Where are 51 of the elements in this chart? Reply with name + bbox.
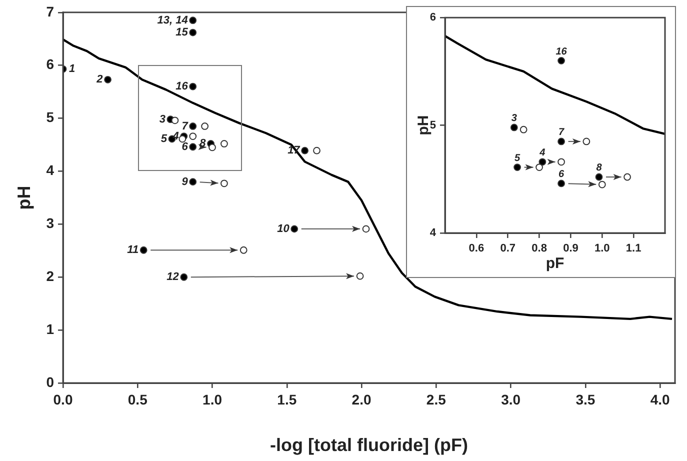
annotation: 9: [182, 176, 189, 188]
annotation: 16: [556, 46, 568, 58]
x-tick-label: 1.5: [277, 391, 297, 408]
y-tick-label: 1: [46, 320, 54, 337]
y-tick-label: 6: [430, 12, 436, 24]
x-tick-label: 0.0: [53, 391, 73, 408]
x-tick-label: 2.0: [352, 391, 372, 408]
annotation: 4: [538, 148, 546, 159]
y-tick-label: 5: [430, 119, 436, 132]
x-tick-label: 0.8: [532, 242, 547, 255]
x-tick-label: 0.6: [468, 242, 484, 255]
x-axis-title: pF: [546, 255, 564, 272]
y-tick-label: 0: [46, 374, 54, 390]
x-tick-label: 1.1: [626, 242, 642, 255]
annotation: 3: [159, 113, 166, 126]
x-tick-label: 1.0: [202, 391, 222, 408]
annotation: 6: [558, 169, 565, 180]
annotation: 8: [596, 162, 602, 174]
y-axis-title: pH: [415, 115, 432, 136]
annotation: 4: [172, 130, 179, 142]
annotation: 12: [166, 271, 179, 284]
annotation: 7: [558, 127, 565, 138]
annotation: 6: [182, 140, 189, 153]
annotation: 7: [182, 120, 189, 132]
y-tick-label: 7: [46, 3, 54, 20]
x-tick-label: 0.7: [500, 242, 516, 255]
annotation: 3: [511, 113, 518, 124]
y-tick-label: 5: [46, 109, 54, 126]
annotation: 2: [96, 74, 103, 86]
x-tick-label: 3.5: [576, 391, 596, 408]
x-axis-title: -log [total fluoride] (pF): [270, 435, 468, 456]
x-tick-label: 0.9: [563, 242, 578, 255]
annotation: 16: [176, 80, 189, 93]
annotation: 15: [176, 26, 189, 39]
annotation: 1: [69, 63, 76, 76]
y-tick-label: 4: [46, 162, 54, 178]
y-tick-label: 2: [46, 268, 54, 284]
y-tick-label: 3: [46, 215, 54, 232]
y-axis-title: pH: [14, 186, 34, 210]
annotation: 13, 14: [157, 14, 188, 26]
x-tick-label: 0.5: [128, 391, 148, 408]
y-tick-label: 6: [46, 56, 54, 72]
y-tick-label: 4: [430, 227, 437, 240]
annotation: 5: [514, 153, 521, 164]
x-tick-label: 1.0: [594, 242, 610, 255]
x-tick-label: 3.0: [501, 391, 521, 408]
x-tick-label: 2.5: [426, 391, 446, 408]
annotation: 10: [277, 222, 290, 235]
annotation: 5: [160, 132, 168, 145]
annotation: 11: [127, 244, 139, 256]
x-tick-label: 4.0: [650, 391, 670, 408]
